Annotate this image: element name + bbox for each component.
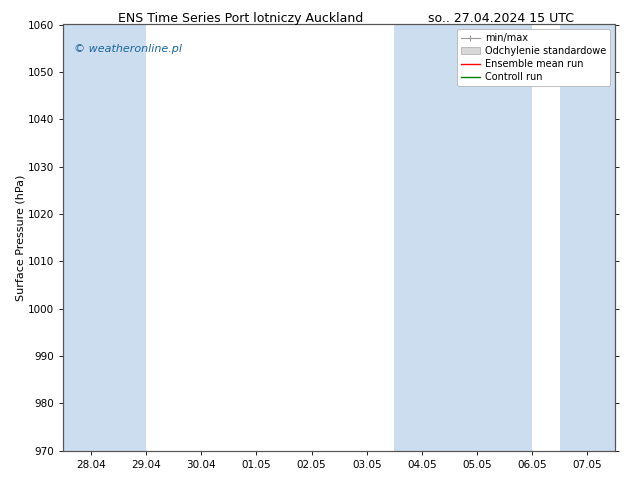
Bar <box>394 24 533 451</box>
Bar <box>63 24 146 451</box>
Text: so.. 27.04.2024 15 UTC: so.. 27.04.2024 15 UTC <box>428 12 574 25</box>
Text: ENS Time Series Port lotniczy Auckland: ENS Time Series Port lotniczy Auckland <box>119 12 363 25</box>
Text: © weatheronline.pl: © weatheronline.pl <box>74 44 183 54</box>
Bar <box>560 24 615 451</box>
Legend: min/max, Odchylenie standardowe, Ensemble mean run, Controll run: min/max, Odchylenie standardowe, Ensembl… <box>456 29 610 86</box>
Y-axis label: Surface Pressure (hPa): Surface Pressure (hPa) <box>15 174 25 301</box>
